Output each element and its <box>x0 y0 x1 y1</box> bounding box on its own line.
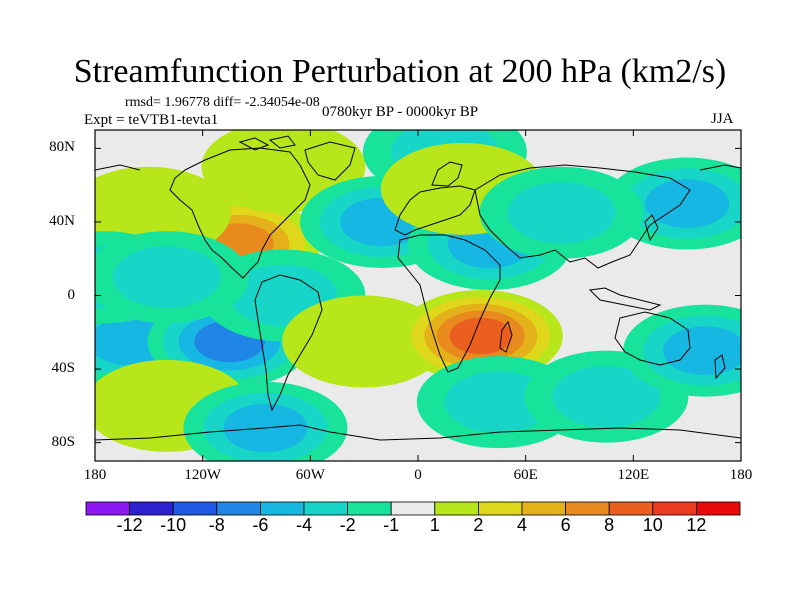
colorbar-label: -8 <box>208 515 225 535</box>
anomaly-contour <box>449 317 512 355</box>
anomaly-antarctic-pacific-low <box>183 381 348 461</box>
colorbar-swatch <box>129 501 174 516</box>
colorbar-label: 8 <box>604 515 615 535</box>
colorbar-label: -12 <box>116 515 143 535</box>
season-label: JJA <box>711 111 734 127</box>
anomaly-central-asia-low <box>479 166 644 259</box>
colorbar-swatch <box>216 501 261 516</box>
colorbar-swatch <box>434 501 479 516</box>
colorbar-swatch <box>565 501 610 516</box>
colorbar-label: 1 <box>429 515 440 535</box>
anomaly-equatorial-pacific-low <box>95 231 249 324</box>
coastlines <box>95 135 741 441</box>
colorbar-swatch <box>347 501 392 516</box>
colorbar-swatch <box>85 501 130 516</box>
lon-label: 120W <box>184 467 221 483</box>
anomaly-contour <box>663 326 741 375</box>
lon-label: 60E <box>513 467 538 483</box>
lon-label: 180 <box>83 467 107 483</box>
anomaly-australia-southeast-low <box>623 304 741 397</box>
colorbar-label: 10 <box>642 515 663 535</box>
lon-label: 60W <box>295 467 325 483</box>
anomaly-contour <box>507 181 616 244</box>
lat-label: 80S <box>51 433 75 450</box>
colorbar-swatch <box>521 501 566 516</box>
colorbar-swatch <box>477 501 523 516</box>
colorbar-swatch <box>390 501 436 516</box>
colorbar-label: 2 <box>473 515 484 535</box>
colorbar-label: -6 <box>252 515 269 535</box>
anomaly-contour <box>552 365 661 428</box>
colorbar-label: 12 <box>686 515 707 535</box>
experiment-label: Expt = teVTB1-tevta1 <box>84 112 219 128</box>
lon-label: 120E <box>617 467 650 483</box>
colorbar-swatch <box>259 501 305 516</box>
lat-label: 40N <box>49 212 75 229</box>
lat-label: 80N <box>49 139 75 156</box>
anomaly-southern-africa-high <box>398 289 563 382</box>
colorbar-swatch <box>608 501 654 516</box>
colorbar-swatch <box>696 501 741 516</box>
lon-label: 180 <box>729 467 753 483</box>
anomaly-contour <box>112 246 221 308</box>
colorbar-label: -4 <box>295 515 312 535</box>
anomaly-contour <box>444 371 553 433</box>
colorbar-swatch <box>303 501 348 516</box>
lat-label: 0 <box>67 286 76 303</box>
colorbar-label: -2 <box>339 515 356 535</box>
colorbar-swatch <box>652 501 697 516</box>
colorbar-swatch <box>172 501 218 516</box>
colorbar-label: 4 <box>516 515 527 535</box>
rmsd-stats: rmsd= 1.96778 diff= -2.34054e-08 <box>125 95 320 110</box>
colorbar-label: -1 <box>383 515 400 535</box>
lat-label: 40S <box>51 360 75 377</box>
colorbar-label: 6 <box>560 515 571 535</box>
colorbar-label: -10 <box>160 515 187 535</box>
chart-title: Streamfunction Perturbation at 200 hPa (… <box>73 53 727 90</box>
period-label: 0780kyr BP - 0000kyr BP <box>322 104 479 120</box>
lon-label: 0 <box>414 467 422 483</box>
anomaly-contour <box>645 179 730 228</box>
